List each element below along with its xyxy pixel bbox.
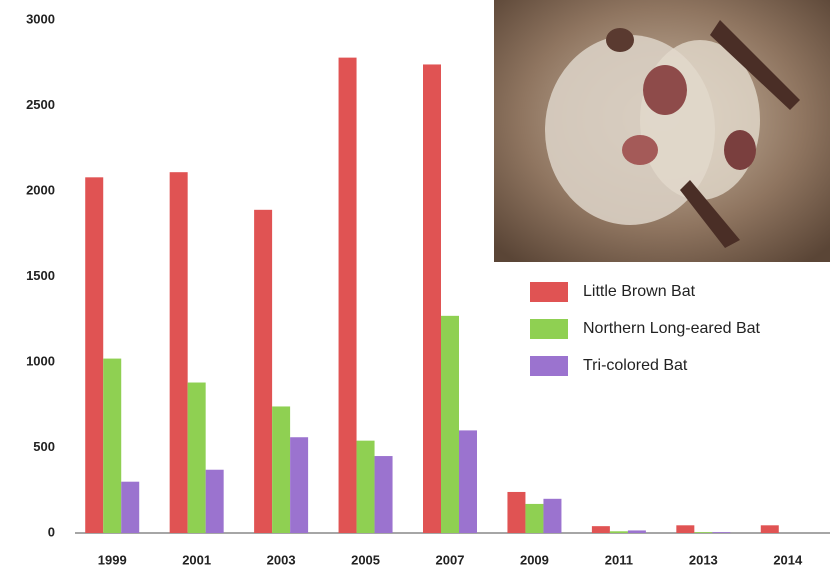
bar [609, 531, 628, 533]
bar [205, 469, 224, 533]
bar [272, 406, 291, 533]
x-tick-label: 2013 [689, 552, 718, 567]
bar [543, 498, 562, 533]
bar [507, 491, 526, 533]
bar [169, 172, 188, 533]
bar [187, 382, 206, 533]
y-tick-label: 2000 [26, 182, 55, 197]
x-tick-label: 2003 [267, 552, 296, 567]
legend-swatch [530, 356, 568, 376]
bar [85, 177, 104, 533]
bar [441, 315, 459, 533]
bar [694, 532, 713, 533]
bar [290, 437, 309, 533]
legend-swatch [530, 319, 568, 339]
bar [459, 430, 477, 533]
bar [254, 209, 273, 533]
x-tick-label: 2014 [773, 552, 803, 567]
bar [525, 503, 544, 533]
bar [423, 64, 441, 534]
x-tick-label: 2007 [436, 552, 465, 567]
y-tick-label: 0 [48, 524, 55, 539]
legend-label: Northern Long-eared Bat [583, 320, 761, 337]
bar [338, 57, 357, 534]
bar [374, 456, 393, 533]
y-tick-label: 1000 [26, 353, 55, 368]
x-tick-label: 2011 [605, 552, 633, 567]
photo [494, 0, 830, 262]
x-tick-label: 2009 [520, 552, 549, 567]
bar [760, 525, 779, 533]
bar [103, 358, 122, 533]
bar [121, 481, 140, 533]
x-tick-label: 2005 [351, 552, 380, 567]
legend-label: Little Brown Bat [583, 283, 696, 300]
legend-label: Tri-colored Bat [583, 357, 688, 374]
bar [356, 440, 375, 533]
bar [712, 532, 731, 533]
x-tick-label: 1999 [98, 552, 127, 567]
legend-swatch [530, 282, 568, 302]
y-tick-label: 500 [33, 439, 55, 454]
bar [591, 526, 610, 533]
bar [676, 525, 695, 533]
y-tick-label: 2500 [26, 97, 55, 112]
y-tick-label: 1500 [26, 268, 55, 283]
x-tick-label: 2001 [182, 552, 211, 567]
bar [627, 530, 646, 533]
y-tick-label: 3000 [26, 11, 55, 26]
